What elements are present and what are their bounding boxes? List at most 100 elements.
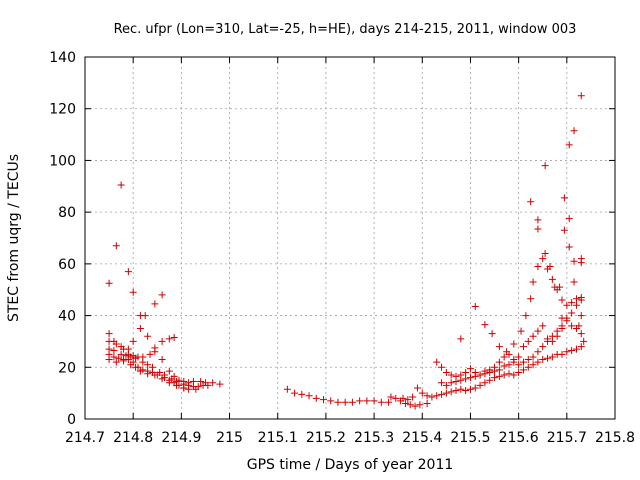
data-point [418, 389, 426, 397]
data-point [572, 301, 580, 309]
x-tick-label: 215.1 [258, 430, 298, 446]
data-point [510, 340, 518, 348]
data-point [529, 332, 537, 340]
data-point [112, 242, 120, 250]
data-point [577, 330, 585, 338]
data-point [447, 371, 455, 379]
x-tick-label: 214.8 [113, 430, 153, 446]
data-point [413, 384, 421, 392]
data-point [575, 322, 583, 330]
data-point [466, 365, 474, 373]
data-point [151, 300, 159, 308]
data-point [457, 376, 465, 384]
data-point [522, 312, 530, 320]
data-point [192, 385, 200, 393]
data-point [144, 332, 152, 340]
data-point [471, 372, 479, 380]
data-point [500, 362, 508, 370]
data-point [120, 345, 128, 353]
data-point [476, 381, 484, 389]
data-point [565, 243, 573, 251]
data-point [577, 92, 585, 100]
data-point [527, 198, 535, 206]
data-point [387, 393, 395, 401]
data-point [560, 226, 568, 234]
data-point [124, 356, 132, 364]
data-point [486, 376, 494, 384]
data-point [305, 392, 313, 400]
data-point [298, 390, 306, 398]
data-point [505, 361, 513, 369]
data-point [348, 398, 356, 406]
data-point [356, 397, 364, 405]
data-point [442, 368, 450, 376]
data-point [151, 348, 159, 356]
data-point [510, 358, 518, 366]
data-point [539, 322, 547, 330]
data-point [577, 312, 585, 320]
data-point [568, 309, 576, 317]
data-point [112, 358, 120, 366]
x-axis-label: GPS time / Days of year 2011 [247, 457, 454, 473]
data-point [165, 379, 173, 387]
data-point [534, 216, 542, 224]
data-point [568, 322, 576, 330]
x-tick-label: 215.7 [547, 430, 587, 446]
data-point [471, 303, 479, 311]
data-point [180, 384, 188, 392]
data-point [452, 378, 460, 386]
x-tick-label: 215.3 [354, 430, 394, 446]
data-point [558, 314, 566, 322]
data-point [151, 371, 159, 379]
data-point [312, 394, 320, 402]
data-point [115, 354, 123, 362]
data-point [462, 368, 470, 376]
data-point [165, 335, 173, 343]
data-point [136, 325, 144, 332]
data-point [548, 353, 556, 361]
data-point [510, 371, 518, 379]
data-point [438, 379, 446, 387]
data-point [471, 384, 479, 392]
data-point [546, 262, 554, 270]
data-point [541, 250, 549, 258]
data-point [141, 312, 149, 320]
data-point [433, 358, 441, 366]
x-tick-label: 214.7 [65, 430, 105, 446]
data-point [110, 353, 118, 361]
data-point [466, 374, 474, 382]
data-point [409, 393, 417, 401]
data-point [144, 361, 152, 369]
data-point [553, 327, 561, 335]
data-point [544, 337, 552, 345]
y-tick-label: 20 [58, 360, 76, 376]
data-point [457, 335, 465, 343]
data-point [565, 215, 573, 223]
data-point [144, 370, 152, 378]
data-point [519, 366, 527, 374]
data-point [385, 398, 393, 406]
data-point [452, 387, 460, 395]
data-point [539, 343, 547, 351]
data-point [534, 225, 542, 233]
data-point [129, 337, 137, 345]
data-point [334, 398, 342, 406]
data-point [105, 330, 113, 338]
data-point [442, 381, 450, 389]
y-axis-ticks: 0 20 40 60 80 100 120 140 [49, 50, 615, 428]
data-point [570, 278, 578, 286]
data-point [327, 397, 335, 405]
data-point [505, 370, 513, 378]
data-point [534, 262, 542, 270]
data-point [158, 375, 166, 383]
x-tick-label: 215.2 [306, 430, 346, 446]
data-point [173, 381, 181, 389]
data-point [120, 357, 128, 365]
data-point [158, 291, 166, 299]
data-point [204, 381, 212, 389]
y-tick-label: 140 [49, 50, 76, 66]
data-point [563, 348, 571, 356]
data-point [519, 343, 527, 351]
data-point [139, 358, 147, 366]
data-point [392, 394, 400, 402]
